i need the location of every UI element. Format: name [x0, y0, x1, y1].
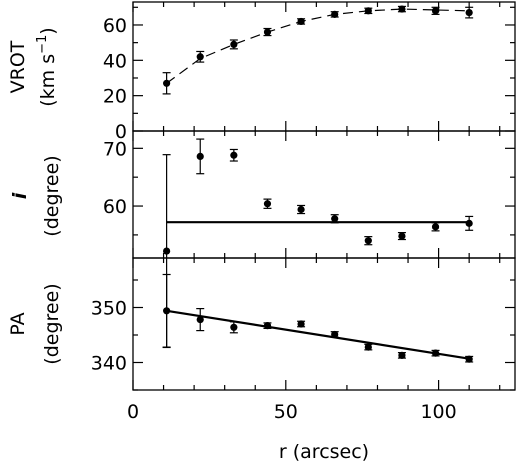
data-point-vrot-1 — [196, 53, 204, 61]
data-point-vrot-3 — [263, 28, 272, 36]
y-label-pa-unit: (degree) — [41, 283, 63, 364]
data-point-inc-9 — [465, 219, 473, 227]
x-axis-label: r (arcsec) — [279, 441, 369, 463]
x-tick-label: 0 — [127, 401, 139, 423]
svg-text:(km s−1): (km s−1) — [35, 27, 59, 106]
y-axis-label-pa-unit: (degree) — [41, 283, 63, 364]
data-point-inc-5 — [331, 215, 339, 223]
svg-text:VROT: VROT — [7, 40, 29, 93]
y-label-vrot-close: ) — [37, 27, 59, 34]
y-tick-label-vrot: 40 — [103, 50, 127, 72]
data-point-vrot-7 — [398, 5, 406, 13]
data-point-pa-1 — [196, 316, 204, 324]
y-tick-label-vrot: 60 — [103, 15, 127, 37]
data-point-inc-1 — [196, 152, 204, 160]
model-curve-vrot — [166, 8, 470, 84]
y-tick-label-inc: 70 — [103, 138, 127, 160]
panel-frame-vrot — [132, 1, 516, 132]
y-axis-label-inc: i — [9, 192, 31, 199]
y-label-vrot-unit: (km s — [37, 54, 59, 107]
data-point-inc-7 — [398, 232, 406, 240]
svg-text:i: i — [9, 192, 31, 199]
data-point-vrot-8 — [431, 7, 440, 15]
y-tick-label-pa: 340 — [91, 353, 127, 375]
data-point-pa-2 — [230, 323, 238, 331]
data-point-pa-0 — [163, 307, 171, 315]
data-point-pa-7 — [398, 351, 406, 359]
data-point-pa-6 — [364, 343, 372, 351]
y-axis-label-pa: PA — [7, 312, 29, 335]
svg-text:(degree): (degree) — [41, 155, 63, 236]
y-axis-label-inc-unit: (degree) — [41, 155, 63, 236]
y-axis-label-vrot: VROT — [7, 40, 29, 93]
data-point-vrot-4 — [297, 17, 305, 26]
y-label-vrot-sup: −1 — [35, 35, 50, 54]
data-point-inc-4 — [297, 205, 305, 214]
data-point-inc-8 — [431, 223, 440, 231]
y-axis-label-vrot-unit: (km s−1) — [35, 27, 59, 106]
y-tick-label-vrot: 0 — [115, 121, 127, 143]
svg-text:(degree): (degree) — [41, 283, 63, 364]
y-label-pa-main: PA — [7, 312, 29, 335]
svg-text:PA: PA — [7, 312, 29, 335]
x-tick-label: 50 — [274, 401, 298, 423]
data-point-inc-0 — [163, 247, 171, 255]
data-point-pa-4 — [297, 320, 305, 328]
x-tick-label: 100 — [420, 401, 456, 423]
fit-line-pa — [166, 309, 470, 360]
y-label-inc-unit: (degree) — [41, 155, 63, 236]
data-point-pa-5 — [331, 330, 339, 339]
y-tick-label-inc: 60 — [103, 196, 127, 218]
data-point-vrot-5 — [331, 10, 339, 18]
panel-frame-inc — [132, 130, 516, 259]
y-label-inc-main: i — [9, 192, 31, 199]
data-point-inc-6 — [364, 237, 372, 245]
panel-frame-pa — [132, 257, 516, 391]
data-point-inc-3 — [263, 200, 272, 208]
chart-marks — [162, 5, 474, 363]
y-tick-label-vrot: 20 — [103, 86, 127, 108]
chart-ticks: 0 20 40 60 60 70 340 350 0 50 100 — [91, 2, 515, 423]
data-point-pa-9 — [465, 355, 473, 363]
data-point-vrot-2 — [230, 40, 238, 49]
data-point-pa-3 — [263, 322, 272, 330]
data-point-inc-2 — [230, 151, 238, 159]
data-point-vrot-0 — [163, 79, 171, 87]
y-label-vrot-main: VROT — [7, 40, 29, 93]
y-tick-label-pa: 350 — [91, 298, 127, 320]
data-point-pa-8 — [431, 349, 440, 357]
data-point-vrot-6 — [364, 7, 372, 15]
data-point-vrot-9 — [465, 9, 473, 17]
